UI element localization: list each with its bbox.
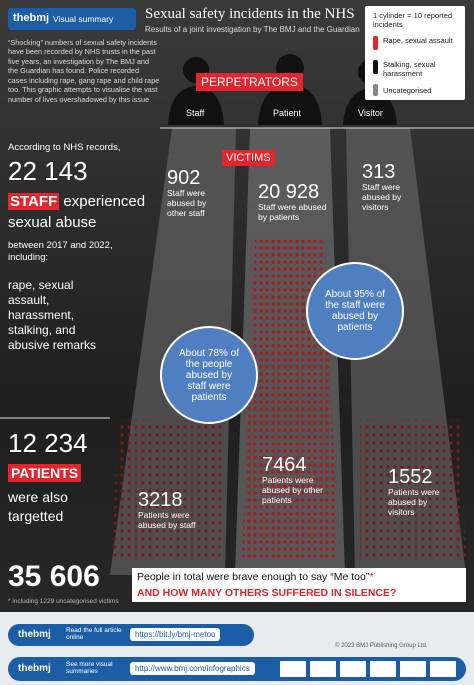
staff-line: STAFF experienced [8,193,145,210]
summary-text: People in total were brave enough to say… [137,571,373,583]
patients-total: 12 234 [8,428,88,458]
patients-text: were also targetted [8,489,68,524]
flow-text: Patients were abused by visitors [388,487,440,518]
more-bar: thebmj See more visual summaries http://… [8,657,466,681]
bubble: About 78% of the people abused by staff … [160,326,258,424]
swatch [373,84,378,96]
flow-text: Patients were abused by staff [138,510,196,531]
asterisk: * [369,571,374,583]
article-url[interactable]: https://bit.ly/bmj-metoo [130,628,221,641]
flow-number: 3218 [138,489,183,511]
flow-number: 20 928 [258,181,320,203]
flow-text: Staff were abused by other staff [167,188,207,219]
legend: 1 cylinder = 10 reported incidents Rape,… [365,6,465,100]
title: Sexual safety incidents in the NHS [145,6,355,22]
flow: 3218 Patients were abused by staff [138,490,210,530]
flow: 1552 Patients were abused by visitors [388,467,456,518]
flow-number: 1552 [388,466,433,488]
article-bar: thebmj Read the full article online http… [8,624,254,646]
read: Read the full article online [66,627,122,642]
flow-number: 313 [362,161,396,183]
flow-text: Staff were abused by patients [258,202,327,223]
group: Visitor [358,108,383,118]
group: Staff [186,108,205,118]
perpetrators-heading: PERPETRATORS [196,73,303,91]
flow: 7464 Patients were abused by other patien… [262,455,334,506]
legend-item: Stalking, sexual harassment [383,60,436,78]
staff-tag: STAFF [8,193,60,210]
flow: 313 Staff were abused by visitors [362,162,414,213]
thumbnails [280,661,460,677]
period: between 2017 and 2022, including: [8,240,113,264]
intro: “Shocking” numbers of sexual safety inci… [8,38,160,104]
flow-text: Staff were abused by visitors [362,182,402,213]
brand-bar: thebmj Visual summary [8,8,136,30]
brand: thebmj [18,663,51,674]
more-url[interactable]: http://www.bmj.com/infographics [130,662,255,675]
brand: thebmj [18,629,51,640]
footnote: * including 1229 uncategorised victims [8,598,119,605]
subtitle: Results of a joint investigation by The … [145,25,360,34]
patients-tag: PATIENTS [8,464,82,482]
staff-text: experienced [63,193,146,210]
summary-total: 35 606 [8,560,100,593]
question: AND HOW MANY OTHERS SUFFERED IN SILENCE? [137,587,397,599]
legend-item: Uncategorised [383,86,432,95]
copyright: © 2023 BMJ Publishing Group Ltd. [335,643,428,649]
lead: According to NHS records, [8,142,121,153]
swatch [373,60,378,74]
bubble: About 95% of the staff were abused by pa… [306,262,404,360]
flow: 20 928 Staff were abused by patients [258,182,328,222]
label: Visual summary [53,14,114,24]
staff-total: 22 143 [8,156,88,186]
types: rape, sexual assault, harassment, stalki… [8,278,97,352]
flow-number: 902 [167,167,201,189]
swatch [373,36,378,50]
summary-box: People in total were brave enough to say… [132,568,466,602]
flow-text: Patients were abused by other patients [262,475,323,506]
victims-heading: VICTIMS [222,150,275,166]
legend-unit: 1 cylinder = 10 reported incidents [373,11,453,29]
group: Patient [273,108,302,118]
footer: thebmj Read the full article online http… [0,612,474,685]
flow: 902 Staff were abused by other staff [167,168,227,219]
legend-item: Rape, sexual assault [383,36,453,45]
brand: thebmj [13,12,50,24]
summary-line: People in total were brave enough to say… [137,571,370,583]
flow-number: 7464 [262,454,307,476]
more: See more visual summaries [66,661,113,676]
staff-text: sexual abuse [8,214,97,231]
